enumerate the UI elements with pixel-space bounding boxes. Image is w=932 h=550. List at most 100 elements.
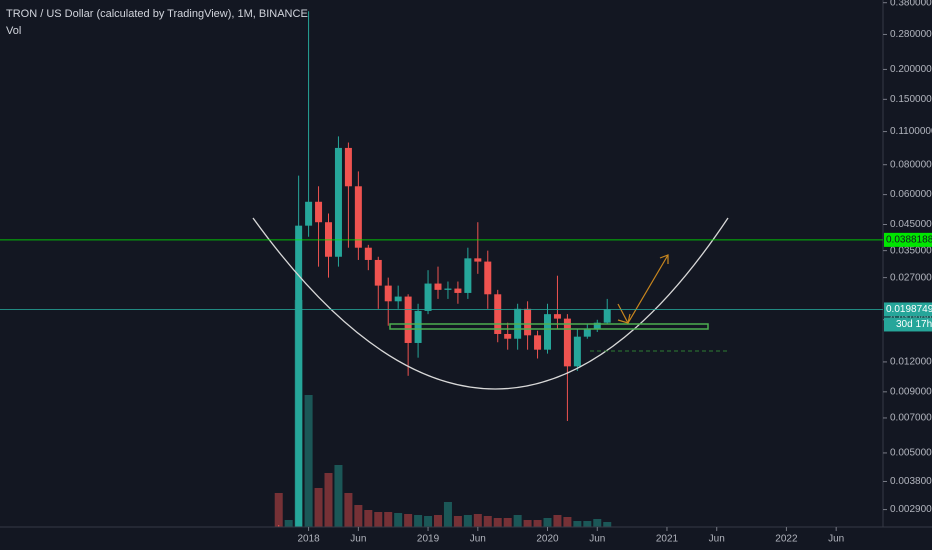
volume-bar xyxy=(304,395,313,527)
drawings xyxy=(252,217,730,390)
volume-bar xyxy=(384,512,393,527)
volume-bar xyxy=(583,521,592,527)
y-tick-label: 0.03500000 xyxy=(890,245,932,256)
candle-body xyxy=(364,247,372,260)
candle-body xyxy=(504,333,512,339)
price-label: 0.01987494 xyxy=(886,304,932,315)
y-tick-label: 0.20000000 xyxy=(890,64,932,75)
volume-bar xyxy=(324,473,333,527)
x-tick-label: 2021 xyxy=(656,534,679,545)
y-tick-label: 0.00380000 xyxy=(890,476,932,487)
countdown: 30d 17h xyxy=(896,319,932,330)
candle-body xyxy=(315,201,323,223)
price-label-box xyxy=(884,302,932,317)
candle-body xyxy=(553,314,561,319)
volume-bar xyxy=(424,516,433,527)
y-tick-label: 0.00290000 xyxy=(890,504,932,515)
volume-bar xyxy=(453,516,462,527)
candle-body xyxy=(404,296,412,343)
candle-body xyxy=(374,259,382,286)
y-tick-label: 0.04500000 xyxy=(890,219,932,230)
volume-bar xyxy=(573,521,582,527)
countdown-box xyxy=(884,317,932,332)
volume-bar xyxy=(533,520,542,527)
volume-bar xyxy=(593,519,602,527)
y-tick-label: 0.15000000 xyxy=(890,94,932,105)
candle-body xyxy=(334,147,342,257)
x-tick-label: Jun xyxy=(828,534,844,545)
candle-body xyxy=(544,314,551,350)
x-tick-label: Jun xyxy=(709,534,725,545)
chart-title: TRON / US Dollar (calculated by TradingV… xyxy=(6,8,308,20)
arrow-head xyxy=(617,313,631,324)
candle-body xyxy=(593,322,601,329)
support-zone xyxy=(389,323,709,330)
volume-bar xyxy=(603,522,612,527)
volume-bar xyxy=(434,515,442,527)
volume-bar xyxy=(553,515,562,527)
candle-body xyxy=(464,258,472,293)
y-tick-label: 0.01200000 xyxy=(890,357,932,368)
x-tick-label: 2020 xyxy=(536,534,559,545)
candle-body xyxy=(583,328,591,337)
candle-body xyxy=(434,283,442,290)
candle-body xyxy=(295,225,303,527)
candle-body xyxy=(534,335,542,350)
x-tick-label: 2018 xyxy=(297,534,320,545)
y-tick-label: 0.06000000 xyxy=(890,189,932,200)
candle-body xyxy=(384,285,392,302)
candle-body xyxy=(484,261,492,295)
volume-label: Vol xyxy=(6,25,21,37)
y-tick-label: 0.00500000 xyxy=(890,448,932,459)
y-tick-label: 0.00900000 xyxy=(890,386,932,397)
y-tick-label: 0.38000000 xyxy=(890,0,932,8)
candle-body xyxy=(305,201,313,226)
y-tick-label: 0.08000000 xyxy=(890,159,932,170)
volume-bar xyxy=(334,465,343,527)
price-label: 0.03881884 xyxy=(886,235,932,246)
volume-bar xyxy=(563,517,572,527)
arrow-head xyxy=(659,254,669,264)
volume-bar xyxy=(354,505,363,527)
volume-bar xyxy=(483,516,492,527)
volume-bar xyxy=(463,515,472,527)
x-tick-label: Jun xyxy=(470,534,486,545)
price-label-box xyxy=(884,232,932,247)
volume-bar xyxy=(473,514,482,527)
volume-bar xyxy=(443,502,452,527)
x-tick-label: Jun xyxy=(589,534,605,545)
candle-body xyxy=(414,310,422,343)
candle-body xyxy=(454,288,462,293)
candle-body xyxy=(444,288,452,290)
volume-bar xyxy=(414,515,423,527)
volume-bar xyxy=(284,520,293,527)
candle-body xyxy=(494,294,502,334)
y-tick-label: 0.00700000 xyxy=(890,413,932,424)
volume-bar xyxy=(274,493,283,527)
candle-body xyxy=(524,308,532,336)
volume-bar xyxy=(523,520,532,527)
volume-bar xyxy=(364,510,373,527)
volume-bar xyxy=(394,513,403,527)
candle-body xyxy=(474,258,482,262)
y-tick-label: 0.28000000 xyxy=(890,29,932,40)
x-tick-label: 2019 xyxy=(417,534,440,545)
volume-bar xyxy=(314,488,323,527)
y-tick-label: 0.02700000 xyxy=(890,272,932,283)
volume-bar xyxy=(493,518,502,527)
volume-bar xyxy=(374,512,383,527)
volume-bar xyxy=(344,493,353,527)
candle-body xyxy=(424,283,432,311)
volume-bar xyxy=(543,518,552,527)
volume-bar xyxy=(513,515,522,527)
candle-body xyxy=(354,186,362,248)
candle-body xyxy=(394,296,402,302)
x-tick-label: Jun xyxy=(350,534,366,545)
candle-body xyxy=(603,309,611,323)
volume-bar xyxy=(404,514,413,527)
cup-arc xyxy=(252,217,729,390)
y-tick-label: 0.11000000 xyxy=(890,126,932,137)
volume-bar xyxy=(503,518,512,527)
candle-body xyxy=(573,336,581,367)
